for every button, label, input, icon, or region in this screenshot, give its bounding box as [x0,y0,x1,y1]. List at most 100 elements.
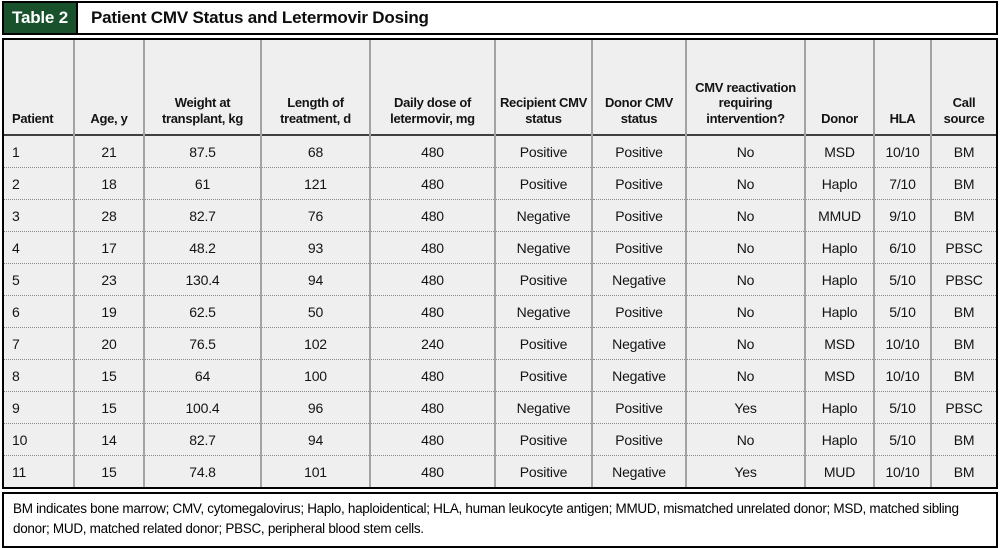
table-cell: No [685,295,805,328]
table-cell: Haplo [804,423,874,456]
column-header: Call source [930,40,996,135]
column-header: Recipient CMV status [494,40,592,135]
column-header: Donor CMV status [591,40,686,135]
table-cell: 5/10 [873,391,931,424]
table-cell: Positive [591,295,686,328]
table-cell: Positive [494,327,592,360]
table-cell: 94 [260,423,370,456]
table-cell: 130.4 [143,263,261,296]
table-cell: BM [930,199,996,232]
table-cell: Negative [494,199,592,232]
table-cell: No [685,359,805,392]
table-cell: 15 [73,391,144,424]
table-cell: Haplo [804,391,874,424]
table-cell: 15 [73,455,144,487]
table-cell: Negative [494,391,592,424]
table-cell: Positive [591,167,686,200]
table-cell: BM [930,327,996,360]
table-cell: Yes [685,455,805,487]
table-cell: 8 [4,359,74,392]
table-cell: 6 [4,295,74,328]
table-cell: 68 [260,135,370,168]
table-cell: 9/10 [873,199,931,232]
table-cell: 10/10 [873,135,931,168]
table-body: 1 21 87.5 68 480 Positive Positive No MSD 10/10 BM… [4,135,996,487]
table-cell: 94 [260,263,370,296]
table-cell: 480 [369,423,495,456]
table-cell: 14 [73,423,144,456]
table-cell: Positive [494,423,592,456]
column-header: Length of treatment, d [260,40,370,135]
table-cell: 93 [260,231,370,264]
table-cell: 3 [4,199,74,232]
table-cell: BM [930,423,996,456]
table-cell: 5 [4,263,74,296]
table-cell: 10 [4,423,74,456]
table-cell: Haplo [804,167,874,200]
table-row: 2 18 61 121 480 Positive Positive No Haplo 7/10 BM [4,167,996,200]
table-cell: 64 [143,359,261,392]
table-cell: Yes [685,391,805,424]
table-cell: Positive [494,359,592,392]
table-cell: No [685,135,805,168]
table-cell: Haplo [804,231,874,264]
table-cell: 20 [73,327,144,360]
table-cell: MMUD [804,199,874,232]
column-header: Daily dose of letermovir, mg [369,40,495,135]
table-footnote: BM indicates bone marrow; CMV, cytomegal… [2,492,998,548]
table-cell: 4 [4,231,74,264]
table-cell: Haplo [804,295,874,328]
table-cell: 15 [73,359,144,392]
table-cell: 480 [369,199,495,232]
table-cell: 9 [4,391,74,424]
table-cell: 2 [4,167,74,200]
table-cell: 10/10 [873,327,931,360]
table-cell: 21 [73,135,144,168]
column-header: Age, y [73,40,144,135]
table-cell: 23 [73,263,144,296]
table-cell: 100.4 [143,391,261,424]
table-row: 8 15 64 100 480 Positive Negative No MSD 10/10 BM [4,359,996,392]
table-body-frame: Patient Age, y Weight at transplant, kg Len… [2,38,998,489]
table-cell: Positive [591,423,686,456]
table-row: 7 20 76.5 102 240 Positive Negative No MSD 10/10 B… [4,327,996,360]
table-cell: Negative [494,231,592,264]
table-cell: Negative [591,327,686,360]
table-cell: 19 [73,295,144,328]
table-cell: 100 [260,359,370,392]
table-row: 1 21 87.5 68 480 Positive Positive No MSD 10/10 BM [4,135,996,168]
table-cell: 48.2 [143,231,261,264]
table-cell: 480 [369,359,495,392]
table-cell: 87.5 [143,135,261,168]
table-cell: 480 [369,231,495,264]
table-cell: 76 [260,199,370,232]
table-cell: BM [930,135,996,168]
table-cell: 5/10 [873,295,931,328]
table-row: 9 15 100.4 96 480 Negative Positive Yes Haplo 5/1… [4,391,996,424]
table-row: 5 23 130.4 94 480 Positive Negative No Haplo 5/10… [4,263,996,296]
column-header: HLA [873,40,931,135]
table-cell: BM [930,455,996,487]
table-cell: Negative [591,455,686,487]
table-cell: No [685,263,805,296]
table-row: 10 14 82.7 94 480 Positive Positive No Haplo 5/10… [4,423,996,456]
table-cell: 17 [73,231,144,264]
table-row: 11 15 74.8 101 480 Positive Negative Yes MUD 10/1… [4,455,996,487]
table-cell: 102 [260,327,370,360]
table-cell: 11 [4,455,74,487]
table-cell: Positive [494,455,592,487]
table-cell: 28 [73,199,144,232]
table-cell: No [685,423,805,456]
table-cell: MSD [804,135,874,168]
table-cell: BM [930,359,996,392]
table-cell: 5/10 [873,263,931,296]
table-cell: 50 [260,295,370,328]
table-number-tag: Table 2 [4,3,78,33]
table-cell: 1 [12,143,20,160]
table-cell: 82.7 [143,199,261,232]
table-row: 4 17 48.2 93 480 Negative Positive No Haplo 6/10 P… [4,231,996,264]
table-cell: PBSC [930,231,996,264]
table-title: Patient CMV Status and Letermovir Dosing [91,8,429,27]
table-cell: MUD [804,455,874,487]
table-cell: 121 [260,167,370,200]
